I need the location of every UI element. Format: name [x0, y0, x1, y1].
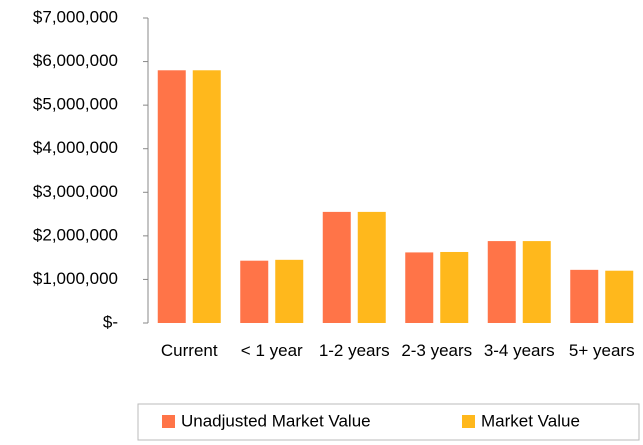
x-tick-label: 1-2 years	[318, 341, 390, 360]
y-tick-label: $3,000,000	[33, 182, 118, 201]
legend-label: Market Value	[481, 411, 580, 430]
bar	[522, 241, 551, 323]
bar	[570, 269, 599, 323]
bar	[487, 241, 516, 323]
bar	[157, 70, 186, 324]
legend-swatch	[162, 415, 175, 428]
bar	[275, 259, 304, 323]
y-tick-label: $-	[103, 312, 118, 331]
x-tick-label: < 1 year	[240, 341, 303, 360]
x-tick-label: 2-3 years	[401, 341, 473, 360]
x-tick-label: 5+ years	[568, 341, 635, 360]
bar	[357, 211, 386, 323]
legend-box	[137, 403, 640, 441]
bar	[605, 270, 634, 323]
bar	[405, 252, 434, 323]
x-tick-label: Current	[160, 341, 218, 360]
bar	[440, 251, 469, 323]
y-tick-label: $7,000,000	[33, 7, 118, 26]
bar	[322, 211, 351, 323]
y-tick-label: $5,000,000	[33, 95, 118, 114]
legend-label: Unadjusted Market Value	[181, 411, 371, 430]
y-tick-label: $1,000,000	[33, 269, 118, 288]
y-tick-label: $4,000,000	[33, 138, 118, 157]
y-tick-label: $6,000,000	[33, 51, 118, 70]
bar	[240, 260, 269, 323]
legend-swatch	[462, 415, 475, 428]
x-tick-label: 3-4 years	[483, 341, 555, 360]
y-tick-label: $2,000,000	[33, 225, 118, 244]
bar	[192, 70, 221, 324]
